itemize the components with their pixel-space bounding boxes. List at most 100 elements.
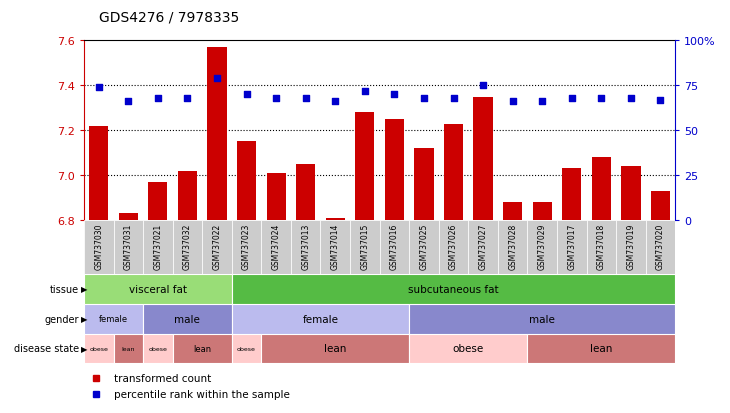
Text: GSM737025: GSM737025 (420, 223, 429, 270)
Text: tissue: tissue (50, 284, 79, 294)
Bar (261, 334, 409, 363)
FancyBboxPatch shape (202, 221, 231, 274)
Point (93, 85, 104, 91)
Text: obese: obese (453, 344, 484, 354)
Text: GSM737016: GSM737016 (390, 223, 399, 270)
Point (596, 95, 607, 102)
Point (655, 97, 666, 104)
Text: male: male (529, 314, 555, 324)
Point (418, 95, 430, 102)
Text: GSM737026: GSM737026 (449, 223, 458, 270)
Point (359, 88, 371, 95)
Text: GSM737021: GSM737021 (153, 223, 162, 269)
FancyBboxPatch shape (587, 221, 616, 274)
Bar (592, 158, 611, 221)
Text: gender: gender (45, 314, 79, 324)
Point (152, 95, 164, 102)
Bar (444, 124, 463, 221)
Point (477, 83, 489, 90)
Point (300, 95, 312, 102)
FancyBboxPatch shape (439, 221, 469, 274)
Point (329, 99, 341, 106)
Bar (621, 167, 640, 221)
Bar (562, 169, 581, 221)
FancyBboxPatch shape (469, 221, 498, 274)
Point (507, 99, 518, 106)
FancyBboxPatch shape (380, 221, 409, 274)
Bar (114, 334, 143, 363)
Text: female: female (302, 314, 339, 324)
Text: GSM737024: GSM737024 (272, 223, 280, 270)
Bar (231, 274, 675, 304)
Text: GSM737031: GSM737031 (124, 223, 133, 270)
Bar (84, 334, 114, 363)
Bar (89, 126, 108, 221)
Bar (415, 149, 434, 221)
FancyBboxPatch shape (84, 221, 114, 274)
Bar (178, 171, 197, 221)
Text: lean: lean (590, 344, 612, 354)
Bar (172, 334, 231, 363)
Bar (356, 113, 374, 221)
FancyBboxPatch shape (114, 221, 143, 274)
Text: GSM737015: GSM737015 (361, 223, 369, 270)
FancyBboxPatch shape (557, 221, 587, 274)
Bar (84, 274, 231, 304)
Text: GSM737019: GSM737019 (626, 223, 635, 270)
Bar (148, 183, 167, 221)
Point (241, 92, 253, 98)
FancyBboxPatch shape (527, 221, 557, 274)
Bar (409, 334, 527, 363)
Text: obese: obese (237, 346, 256, 351)
Text: ▶: ▶ (81, 285, 88, 294)
Text: male: male (174, 314, 200, 324)
FancyBboxPatch shape (291, 221, 320, 274)
Text: GSM737023: GSM737023 (242, 223, 251, 270)
Bar (84, 304, 143, 334)
Bar (207, 48, 226, 221)
FancyBboxPatch shape (409, 221, 439, 274)
Text: GSM737030: GSM737030 (94, 223, 103, 270)
FancyBboxPatch shape (320, 221, 350, 274)
Point (270, 95, 282, 102)
Text: GSM737013: GSM737013 (301, 223, 310, 270)
Point (211, 76, 223, 82)
Text: ▶: ▶ (81, 344, 88, 353)
Point (123, 99, 134, 106)
FancyBboxPatch shape (616, 221, 645, 274)
Text: GSM737029: GSM737029 (538, 223, 547, 270)
FancyBboxPatch shape (143, 221, 172, 274)
Point (447, 95, 459, 102)
Point (566, 95, 577, 102)
Bar (326, 218, 345, 221)
Text: lean: lean (324, 344, 347, 354)
Text: lean: lean (193, 344, 211, 353)
Text: GSM737022: GSM737022 (212, 223, 221, 269)
Text: disease state: disease state (14, 344, 79, 354)
Text: GSM737032: GSM737032 (183, 223, 192, 270)
Bar (237, 142, 256, 221)
Text: percentile rank within the sample: percentile rank within the sample (114, 389, 289, 399)
Bar (503, 203, 522, 221)
Bar (143, 334, 172, 363)
Point (388, 92, 400, 98)
Text: GDS4276 / 7978335: GDS4276 / 7978335 (99, 11, 239, 25)
Bar (651, 191, 670, 221)
FancyBboxPatch shape (231, 221, 261, 274)
FancyBboxPatch shape (645, 221, 675, 274)
FancyBboxPatch shape (172, 221, 202, 274)
Bar (143, 304, 231, 334)
Bar (474, 97, 493, 221)
Point (182, 95, 193, 102)
Point (625, 95, 637, 102)
Text: subcutaneous fat: subcutaneous fat (408, 284, 499, 294)
Point (537, 99, 548, 106)
Text: female: female (99, 314, 128, 323)
Bar (409, 304, 675, 334)
Bar (527, 334, 675, 363)
Bar (231, 304, 409, 334)
Bar (266, 173, 285, 221)
Text: obese: obese (89, 346, 108, 351)
Text: GSM737020: GSM737020 (656, 223, 665, 270)
Text: GSM737028: GSM737028 (508, 223, 517, 269)
